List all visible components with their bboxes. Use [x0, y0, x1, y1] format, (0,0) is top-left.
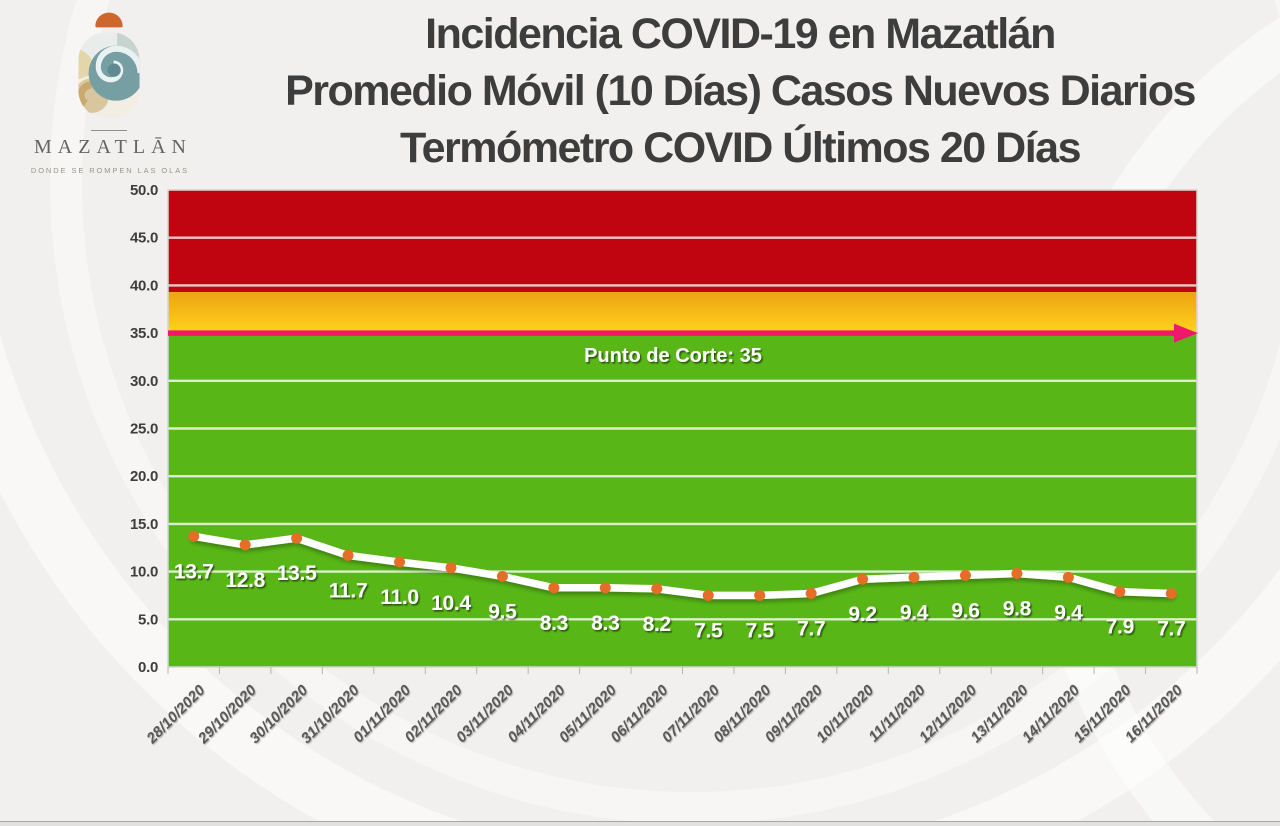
data-point-marker [1114, 586, 1126, 598]
data-point-label: 9.4 [900, 601, 929, 624]
y-axis-tick-label: 5.0 [138, 611, 158, 628]
mazatlan-logo: MAZATLĀN DONDE SE ROMPEN LAS OLAS [28, 8, 190, 175]
y-axis-tick-label: 10.0 [130, 564, 158, 581]
data-point-label: 12.8 [225, 569, 265, 592]
logo-divider [91, 130, 127, 131]
data-point-label: 8.2 [643, 613, 671, 636]
band-yellow [168, 292, 1197, 334]
chart-title-line-3: Termómetro COVID Últimos 20 Días [400, 124, 1082, 172]
cutoff-arrow-icon [1174, 323, 1198, 343]
data-point-marker [857, 573, 869, 585]
data-point-label: 7.7 [1157, 618, 1185, 641]
data-point-marker [291, 532, 303, 544]
data-point-label: 8.3 [540, 612, 568, 635]
data-point-marker [342, 549, 354, 561]
data-point-label: 9.8 [1003, 598, 1032, 621]
data-point-marker [805, 588, 817, 600]
data-point-label: 9.5 [488, 600, 517, 623]
data-point-label: 7.5 [746, 619, 775, 642]
data-point-label: 13.5 [277, 562, 317, 585]
data-point-marker [188, 530, 200, 542]
data-point-label: 7.7 [797, 618, 825, 641]
data-point-label: 11.7 [329, 579, 368, 602]
covid-thermometer-chart: Punto de Corte: 35 13.7 12.8 13.5 11.7 11.0 1… [130, 182, 1198, 748]
logo-tagline: DONDE SE ROMPEN LAS OLAS [30, 166, 190, 175]
data-point-marker [702, 589, 714, 601]
data-point-marker [1165, 588, 1177, 600]
y-axis-tick-label: 30.0 [130, 373, 158, 390]
y-axis-tick-label: 50.0 [130, 182, 158, 199]
y-axis-tick-label: 15.0 [130, 516, 158, 533]
data-point-marker [496, 570, 508, 582]
data-point-marker [908, 571, 920, 583]
y-axis-tick-label: 45.0 [130, 230, 158, 247]
logo-wordmark: MAZATLĀN [34, 136, 192, 158]
data-point-marker [394, 556, 406, 568]
data-point-label: 13.7 [174, 560, 214, 583]
data-point-label: 10.4 [431, 592, 471, 615]
data-point-marker [548, 582, 560, 594]
data-point-marker [959, 569, 971, 581]
y-axis-tick-label: 0.0 [138, 659, 158, 676]
data-point-label: 9.2 [848, 603, 876, 626]
data-point-label: 8.3 [591, 612, 619, 635]
chart-title-line-2: Promedio Móvil (10 Días) Casos Nuevos Di… [285, 67, 1196, 115]
y-axis-tick-label: 35.0 [130, 325, 158, 342]
y-axis-tick-label: 40.0 [130, 277, 158, 294]
data-point-marker [239, 539, 251, 551]
data-point-label: 9.4 [1054, 601, 1083, 624]
data-point-marker [651, 583, 663, 595]
data-point-label: 9.6 [951, 599, 979, 622]
band-red [168, 190, 1197, 293]
series-line-group [189, 532, 1176, 600]
data-point-marker [599, 582, 611, 594]
data-point-label: 7.5 [694, 619, 723, 642]
chart-title-block: Incidencia COVID-19 en Mazatlán Promedio… [205, 6, 1275, 177]
y-axis-tick-label: 25.0 [130, 421, 158, 438]
series-line [189, 532, 1176, 600]
cutoff-label: Punto de Corte: 35 [584, 345, 762, 367]
data-point-marker [1062, 571, 1074, 583]
data-point-marker [1011, 568, 1023, 580]
chart-title-line-1: Incidencia COVID-19 en Mazatlán [425, 10, 1056, 58]
y-axis-tick-label: 20.0 [130, 468, 158, 485]
shell-icon [78, 12, 140, 118]
page-bottom-edge [0, 821, 1280, 826]
data-point-marker [445, 562, 457, 574]
band-green [168, 333, 1197, 667]
data-point-label: 7.9 [1106, 616, 1134, 639]
data-point-marker [754, 589, 766, 601]
data-point-label: 11.0 [380, 586, 419, 609]
